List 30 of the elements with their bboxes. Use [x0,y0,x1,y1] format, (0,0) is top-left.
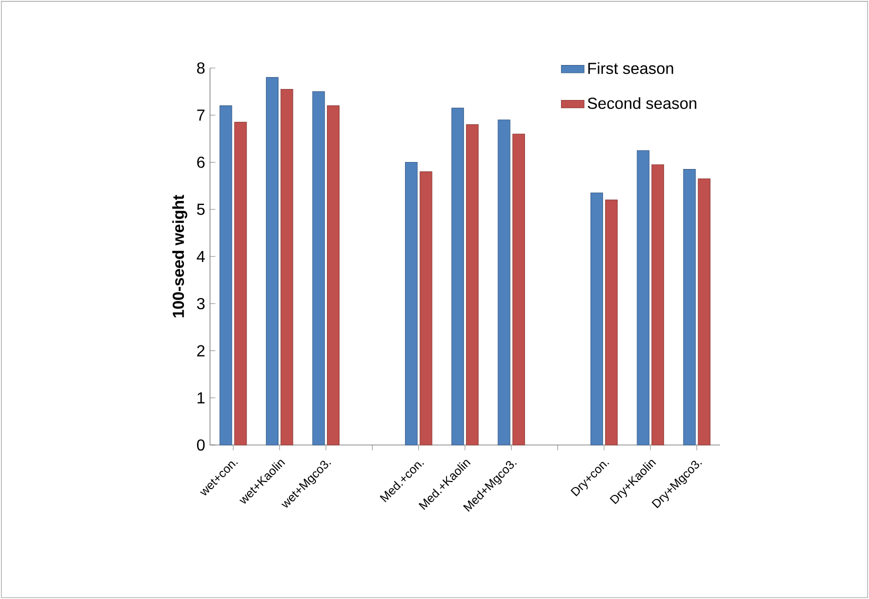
bar [326,105,340,446]
bar [636,150,650,446]
bar [280,88,294,446]
bar [266,77,278,446]
bar [652,164,664,446]
y-tick-label: 0 [197,439,205,451]
bar [220,105,232,446]
bar [590,192,604,446]
bar [605,200,618,446]
bar [405,162,418,446]
y-tick-label: 1 [198,392,205,404]
y-tick-label: 5 [197,204,205,215]
bar [512,134,525,446]
bar [683,169,696,446]
y-tick-label: 4 [196,251,205,262]
bar [498,120,510,446]
y-axis-title: 100-seed weight [172,194,188,318]
bar [312,91,325,446]
bar [466,124,479,446]
y-tick-label: 8 [197,62,205,74]
bar [698,178,710,446]
y-tick-label: 7 [197,110,204,121]
bar [420,171,432,446]
y-tick-label: 2 [197,345,204,356]
legend-label: Second season [588,97,696,109]
y-tick-label: 6 [197,156,205,168]
y-tick-label: 3 [197,298,205,310]
legend-label: First season [588,62,674,74]
bar [451,108,464,446]
bar [234,122,247,446]
